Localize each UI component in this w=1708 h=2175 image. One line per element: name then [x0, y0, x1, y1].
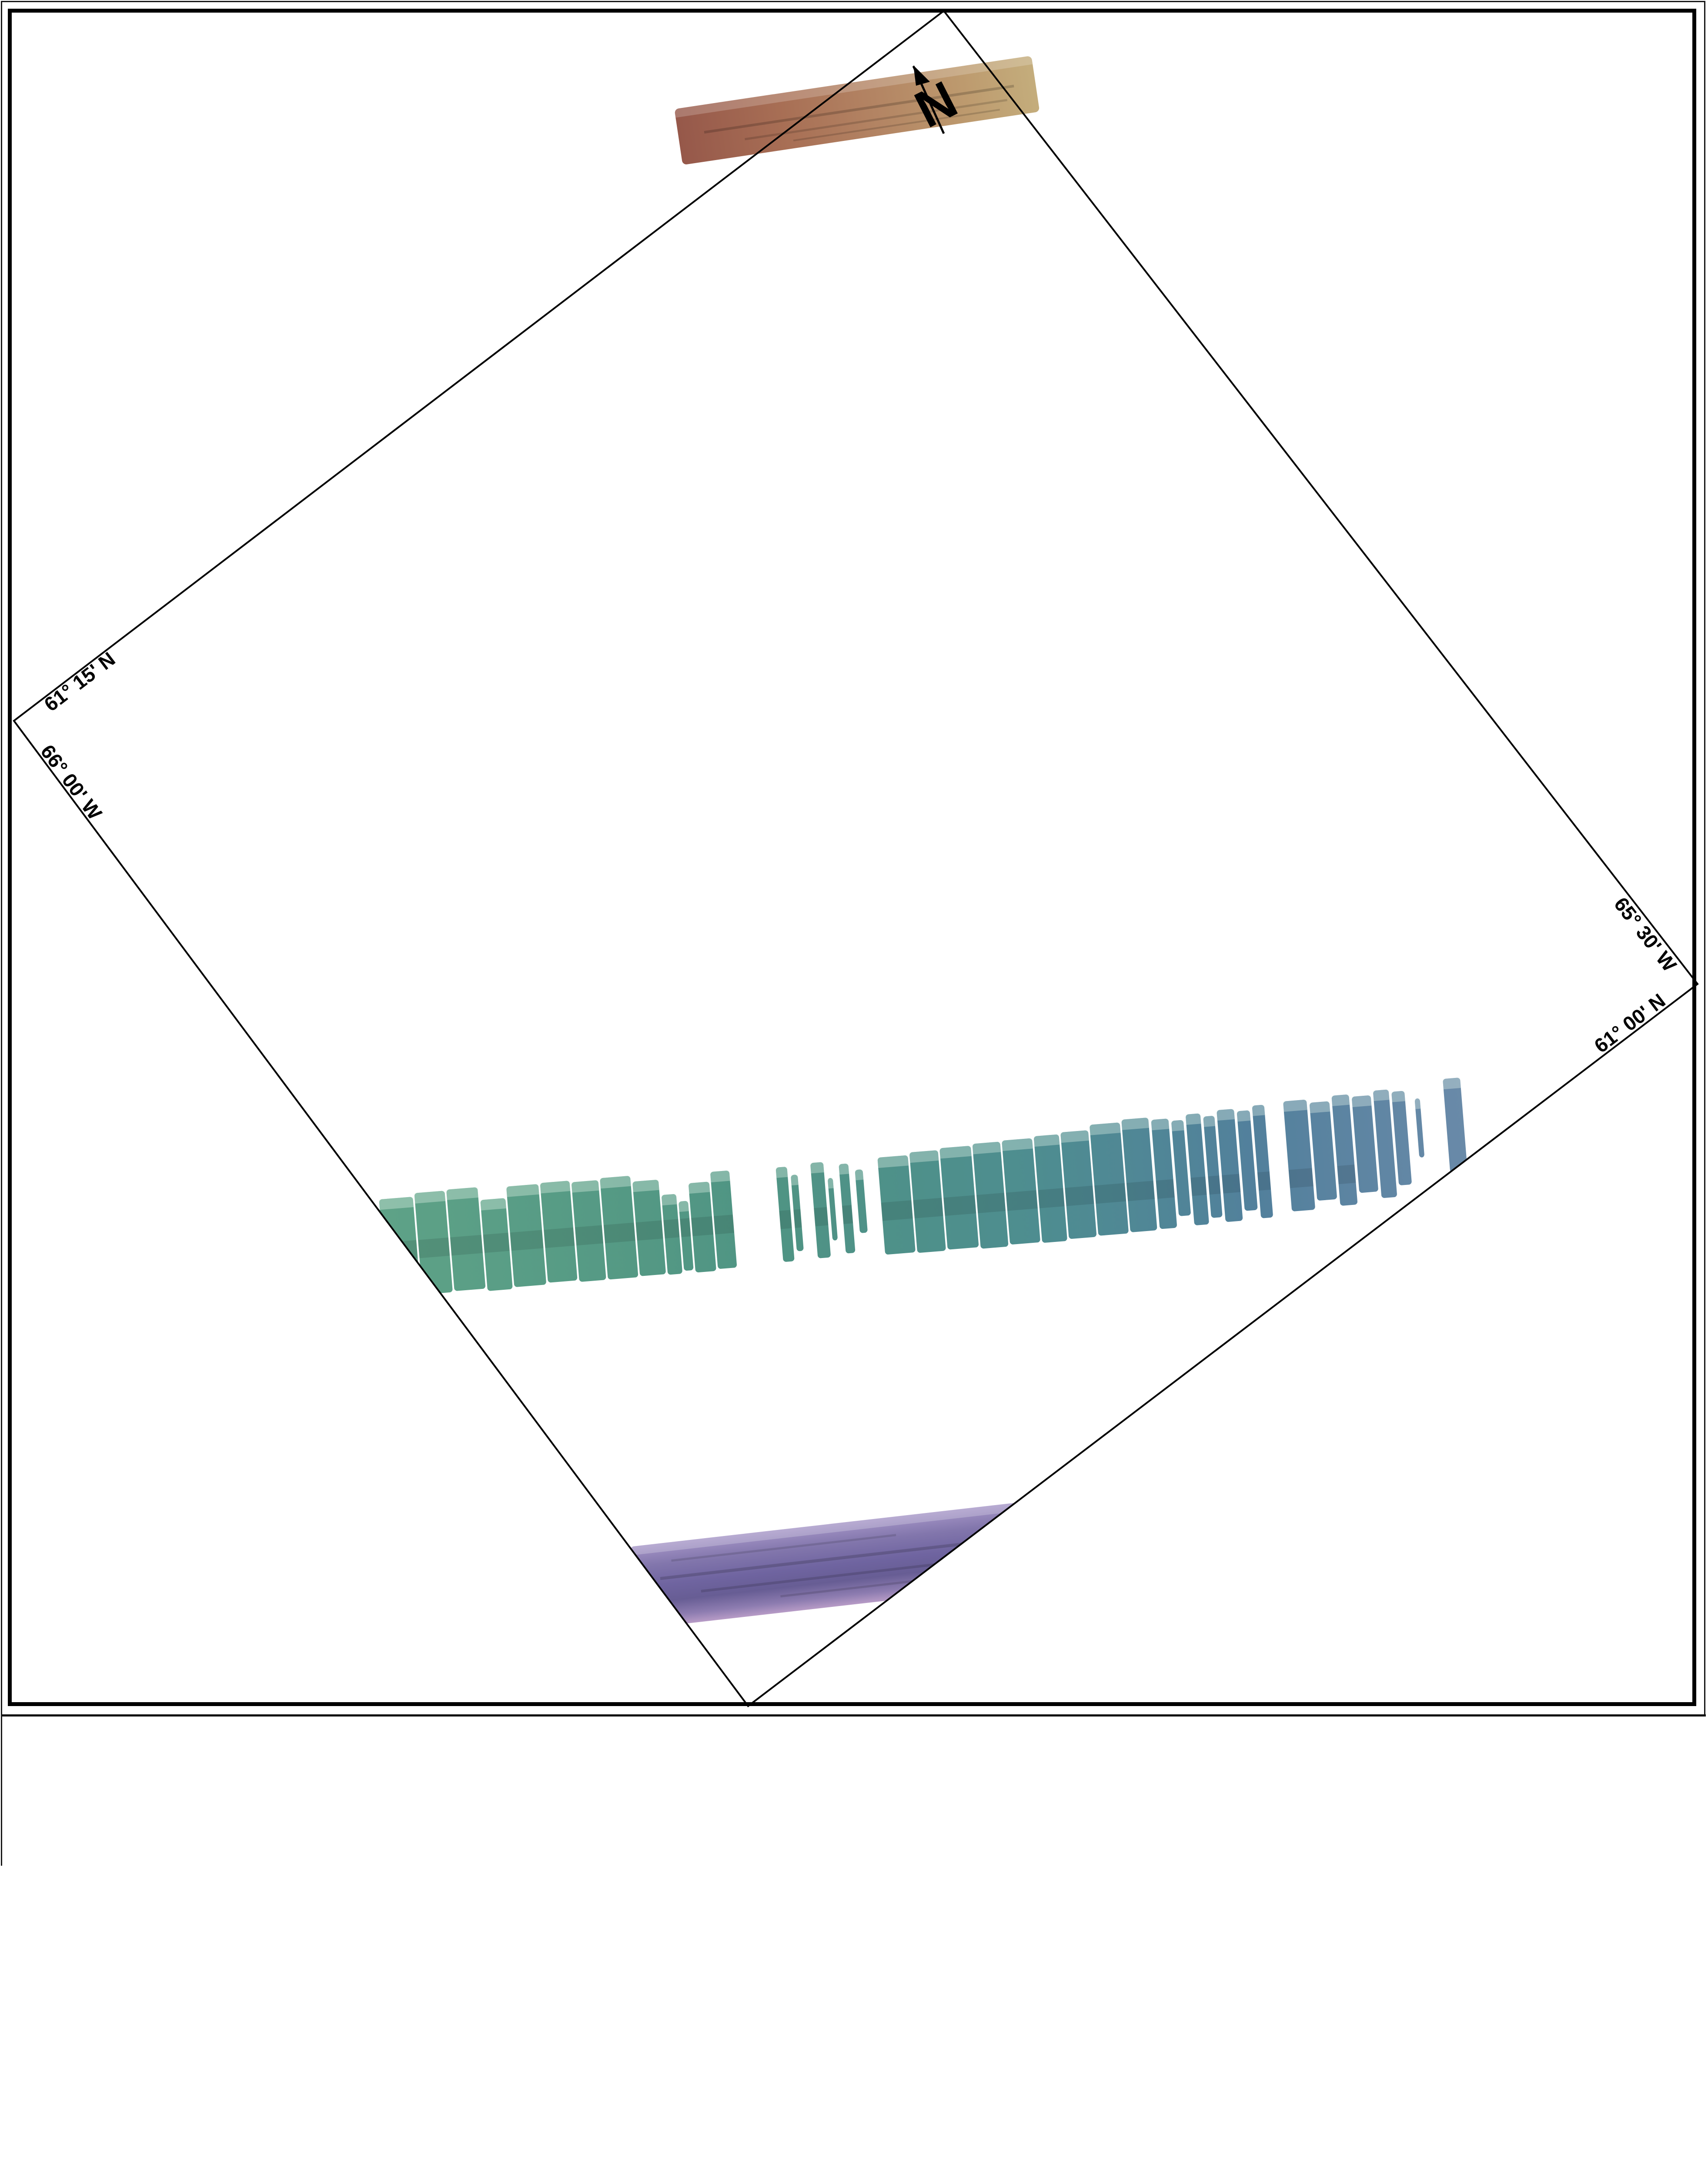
footer-panel: Ocean Mapping Group University of New Br…: [2, 1714, 1706, 1866]
basemap-page: { "map": { "corner_labels": { "top_left"…: [1, 1, 1706, 1866]
multibeam-swath-middle: [379, 1077, 1467, 1295]
clipped-swaths: [379, 1077, 1467, 1629]
map-frame-border: [8, 9, 1696, 1706]
map-canvas: 61° 15' N 66° 00' W 65° 30' W 61° 00' N …: [13, 10, 1699, 1707]
graticule-diamond: [13, 10, 1699, 1707]
multibeam-swath-top: [674, 56, 1040, 164]
